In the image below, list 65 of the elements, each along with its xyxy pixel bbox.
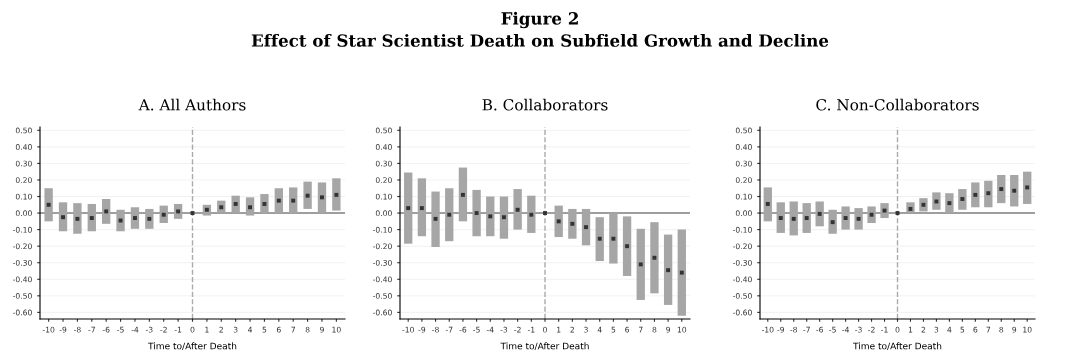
text: Effect of Star Scientist Death on Subfield Growth and Decline — [251, 33, 829, 47]
point — [625, 244, 630, 249]
chart-title: C. Non-Collaborators — [816, 98, 979, 111]
point — [999, 187, 1004, 192]
point — [597, 236, 602, 241]
point — [305, 193, 310, 198]
point — [666, 268, 671, 273]
point — [679, 270, 684, 275]
point — [460, 192, 465, 197]
point — [334, 192, 339, 197]
point — [488, 214, 493, 219]
point — [147, 216, 152, 221]
x-axis-title: Time to/After Death — [500, 342, 589, 351]
point — [61, 215, 65, 220]
point — [869, 212, 874, 217]
point — [233, 202, 238, 206]
point — [447, 212, 452, 217]
point — [176, 209, 181, 214]
point — [570, 221, 575, 226]
point — [804, 216, 809, 220]
point — [262, 202, 267, 206]
point — [75, 216, 80, 221]
point — [46, 202, 51, 207]
point — [104, 209, 109, 214]
point — [219, 205, 224, 210]
point — [856, 216, 861, 221]
point — [515, 207, 520, 212]
point — [132, 216, 137, 220]
chart-title: B. Collaborators — [482, 98, 608, 111]
point — [556, 219, 561, 224]
point — [947, 201, 952, 206]
point — [529, 212, 534, 217]
point — [921, 202, 926, 207]
caption: Figure 2 — [501, 11, 578, 29]
point — [89, 216, 94, 220]
point — [1025, 185, 1030, 190]
point — [406, 206, 411, 211]
point — [474, 211, 479, 216]
point — [543, 211, 547, 216]
point — [652, 255, 657, 260]
point — [161, 212, 166, 217]
point — [791, 216, 796, 221]
point — [843, 216, 848, 220]
point — [778, 216, 783, 220]
point — [502, 215, 506, 220]
point — [960, 197, 965, 201]
point — [817, 211, 822, 216]
point — [248, 205, 253, 210]
point — [638, 262, 643, 267]
x-axis-title: Time to/After Death — [148, 342, 237, 351]
point — [1012, 188, 1017, 193]
chart-title: A. All Authors — [138, 98, 246, 111]
point — [204, 207, 209, 212]
point — [584, 225, 588, 230]
point — [291, 198, 296, 203]
point — [320, 195, 324, 200]
point — [419, 206, 424, 211]
point — [973, 192, 978, 197]
point — [986, 191, 991, 196]
point — [611, 236, 616, 241]
point — [276, 198, 281, 203]
x-axis-title: Time to/After Death — [853, 342, 942, 351]
point — [830, 220, 835, 225]
point — [433, 216, 438, 221]
point — [765, 202, 770, 206]
